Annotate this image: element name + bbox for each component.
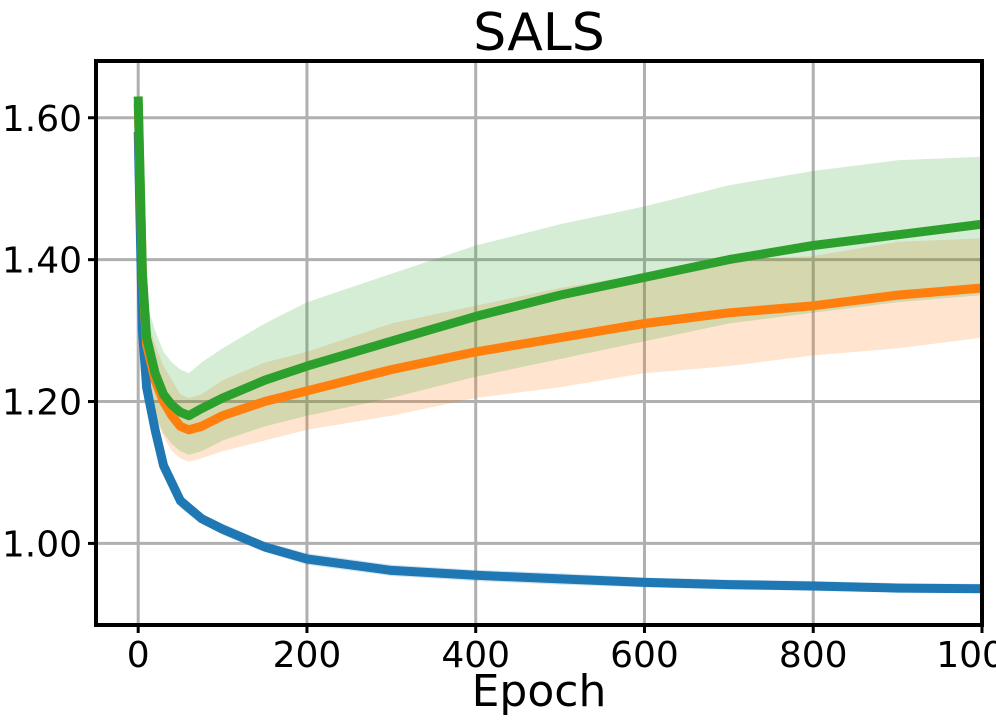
series-line	[133, 131, 983, 594]
x-tick-label: 600	[610, 635, 679, 676]
y-tick-label: 1.00	[2, 524, 82, 565]
x-tick-label: 800	[779, 635, 848, 676]
confidence-bands	[138, 82, 982, 594]
y-tick-label: 1.40	[2, 241, 82, 282]
series-lines	[133, 96, 983, 594]
x-axis-label: Epoch	[472, 666, 607, 717]
x-axis-ticks: 0 200 400 600 800 1000	[127, 625, 996, 676]
series-band	[138, 82, 982, 455]
x-tick-label: 400	[441, 635, 510, 676]
y-tick-label: 1.20	[2, 383, 82, 424]
x-tick-label: 200	[273, 635, 342, 676]
x-tick-label: 1000	[936, 635, 996, 676]
series-band	[138, 89, 982, 462]
chart-title: SALS	[473, 3, 605, 63]
plot-frame	[94, 59, 984, 627]
x-tick-label: 0	[127, 635, 150, 676]
series-line	[133, 96, 983, 421]
y-tick-label: 1.60	[2, 99, 82, 140]
y-axis-ticks: 1.00 1.20 1.40 1.60	[2, 99, 96, 565]
